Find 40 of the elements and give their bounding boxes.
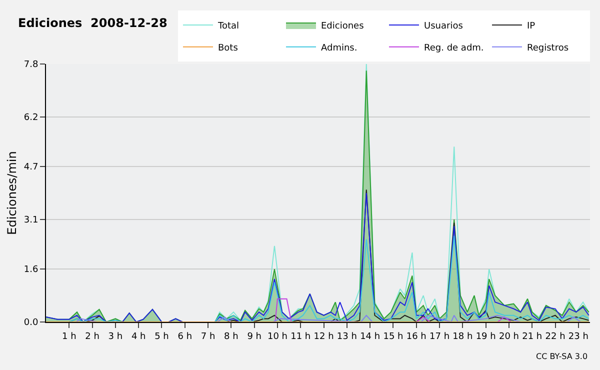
y-tick-label: 1.6 xyxy=(24,265,38,276)
x-tick-label: 18 h xyxy=(452,332,473,342)
x-tick-label: 17 h xyxy=(430,332,450,342)
x-tick-label: 22 h xyxy=(545,332,566,342)
x-tick-label: 20 h xyxy=(498,332,519,342)
x-tick-label: 12 h xyxy=(314,332,334,342)
x-tick-label: 23 h xyxy=(568,332,588,342)
x-tick-label: 15 h xyxy=(383,332,404,342)
x-tick-label: 11 h xyxy=(290,332,311,342)
chart-title: Ediciones 2008-12-28 xyxy=(18,16,168,30)
legend-label: Admins. xyxy=(321,43,358,54)
x-tick-label: 14 h xyxy=(360,332,380,342)
legend-label: Registros xyxy=(527,43,569,54)
x-tick-label: 8 h xyxy=(224,332,238,342)
x-tick-label: 13 h xyxy=(336,332,357,342)
x-tick-label: 21 h xyxy=(522,332,542,342)
x-tick-label: 9 h xyxy=(247,332,262,342)
x-tick-label: 5 h xyxy=(154,332,169,342)
legend-label: Bots xyxy=(218,43,238,54)
legend-label: IP xyxy=(527,22,536,32)
x-tick-label: 19 h xyxy=(476,332,496,342)
x-tick-label: 7 h xyxy=(200,332,216,342)
x-tick-label: 2 h xyxy=(85,332,100,342)
x-tick-label: 16 h xyxy=(406,332,426,342)
legend-label: Usuarios xyxy=(424,22,464,32)
legend-label: Ediciones xyxy=(321,22,364,32)
legend-label: Reg. de adm. xyxy=(424,43,484,54)
legend-label: Total xyxy=(217,22,240,32)
y-tick-label: 7.8 xyxy=(24,60,38,70)
x-tick-label: 3 h xyxy=(108,332,123,342)
x-tick-label: 4 h xyxy=(131,332,146,342)
y-tick-label: 3.1 xyxy=(24,216,38,226)
x-tick-label: 6 h xyxy=(178,332,192,342)
text: CC BY-SA 3.0 xyxy=(536,352,588,361)
y-tick-label: 6.2 xyxy=(24,113,38,124)
x-tick-label: 10 h xyxy=(267,332,288,342)
y-tick-label: 0.0 xyxy=(24,318,38,328)
y-tick-label: 4.7 xyxy=(24,162,38,173)
x-tick-label: 1 h xyxy=(62,332,76,342)
y-axis-title: Ediciones/min xyxy=(5,151,20,235)
